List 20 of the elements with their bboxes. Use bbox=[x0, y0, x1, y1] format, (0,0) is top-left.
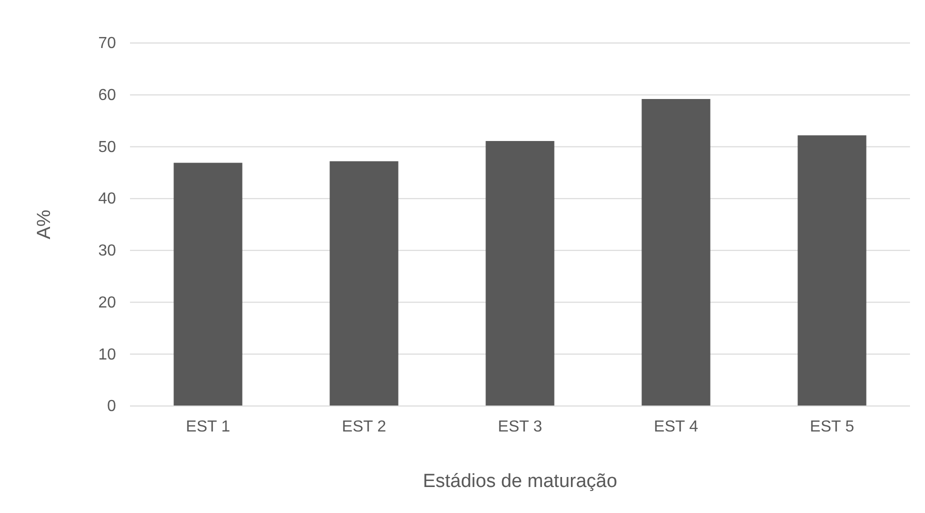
y-tick-label: 40 bbox=[98, 190, 116, 208]
y-tick-label: 20 bbox=[98, 294, 116, 312]
bar bbox=[174, 162, 242, 406]
x-tick-label: EST 2 bbox=[342, 418, 386, 436]
bar bbox=[798, 135, 866, 406]
x-axis-title: Estádios de maturação bbox=[422, 471, 618, 492]
y-tick-label: 0 bbox=[107, 398, 116, 416]
y-tick-label: 70 bbox=[98, 35, 116, 52]
y-tick-label: 10 bbox=[98, 346, 116, 364]
bar bbox=[642, 99, 710, 406]
y-tick-label: 60 bbox=[98, 86, 116, 104]
y-tick-label: 50 bbox=[98, 138, 116, 156]
x-tick-label: EST 1 bbox=[186, 418, 230, 436]
bar bbox=[330, 161, 398, 406]
y-axis-title: A% bbox=[34, 210, 55, 240]
y-tick-label: 30 bbox=[98, 242, 116, 260]
x-tick-label: EST 4 bbox=[654, 418, 698, 436]
x-tick-label: EST 3 bbox=[498, 418, 542, 436]
bar bbox=[486, 141, 554, 406]
x-tick-label: EST 5 bbox=[810, 418, 854, 436]
